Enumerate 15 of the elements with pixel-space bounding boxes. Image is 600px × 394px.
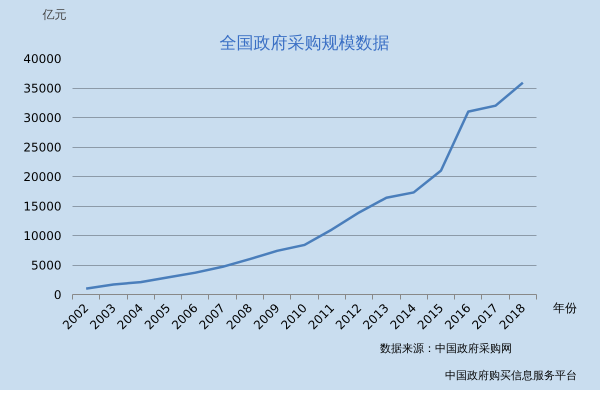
y-tick-label: 20000: [23, 170, 62, 184]
y-tick-label: 30000: [23, 111, 62, 125]
source-note: 数据来源：中国政府采购网: [380, 341, 512, 357]
y-tick-label: 10000: [23, 229, 62, 243]
y-tick-label: 15000: [23, 200, 62, 214]
y-tick-label: 5000: [30, 258, 62, 272]
x-axis-title: 年份: [553, 300, 577, 317]
chart-title: 全国政府采购规模数据: [220, 34, 390, 54]
text: 中国政府购买信息服务平台: [445, 368, 577, 384]
line-series: [84, 81, 524, 290]
y-tick-label: 35000: [23, 82, 62, 96]
y-axis-title: 亿元: [42, 8, 66, 22]
y-tick-label: 40000: [23, 52, 62, 66]
y-tick-label: 25000: [23, 140, 62, 154]
y-tick-label: 0: [54, 288, 62, 302]
